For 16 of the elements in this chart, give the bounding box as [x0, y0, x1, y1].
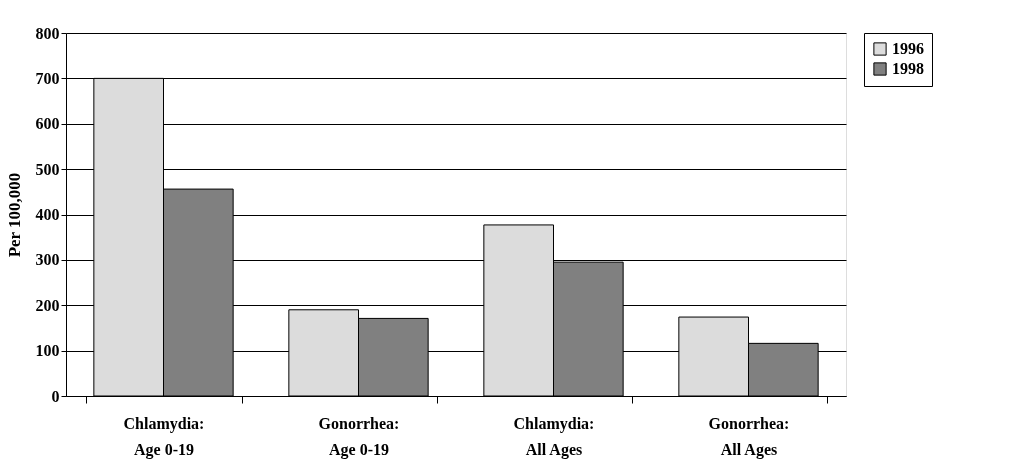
y-tick-label: 200	[35, 296, 60, 314]
y-tick-label: 500	[35, 160, 60, 178]
y-tick-label: 0	[51, 387, 60, 405]
y-tick-label: 700	[35, 69, 60, 87]
x-tick-label: Chlamydia: Age 0-19	[123, 414, 205, 459]
y-tick-label: 600	[35, 115, 60, 133]
legend-label: 1998	[892, 60, 924, 77]
y-tick-label: 400	[35, 206, 60, 223]
x-tick-label: Chlamydia: All Ages	[513, 414, 595, 459]
y-tick-label: 100	[35, 342, 60, 360]
legend-label: 1996	[892, 40, 924, 57]
y-tick-label: 300	[35, 251, 60, 269]
x-tick-label: Gonorrhea: Age 0-19	[318, 414, 400, 459]
y-tick-label: 800	[35, 24, 60, 42]
x-tick-label: Gonorrhea: All Ages	[708, 414, 790, 459]
y-axis-title: Per 100,000	[4, 172, 24, 258]
